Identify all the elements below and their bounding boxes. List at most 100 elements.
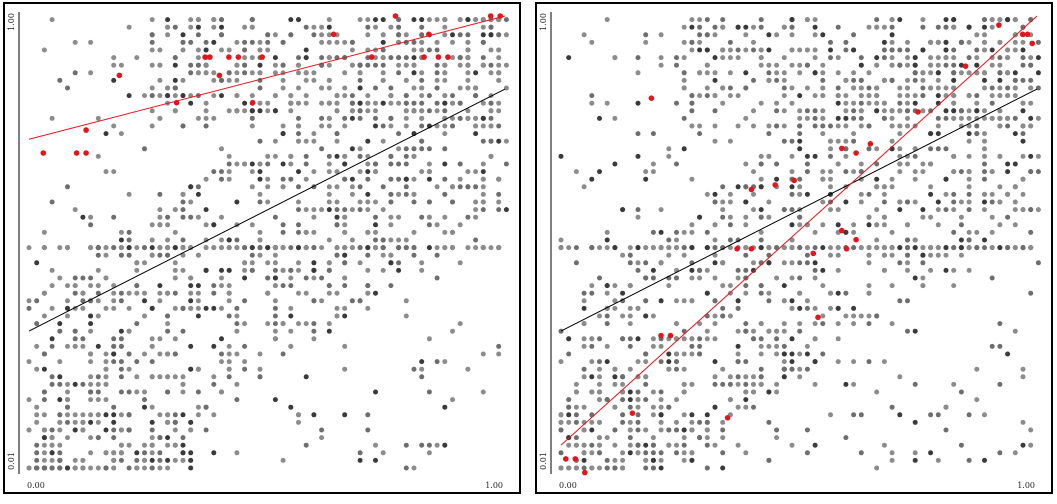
background-point (242, 47, 248, 53)
background-point (434, 275, 440, 281)
background-point (905, 222, 910, 228)
background-point (974, 70, 980, 76)
background-point (758, 207, 764, 213)
background-point (496, 123, 502, 129)
background-point (674, 237, 679, 243)
background-point (997, 62, 1003, 68)
background-point (720, 260, 726, 266)
background-point (95, 252, 101, 258)
background-point (766, 32, 772, 38)
background-point (57, 275, 63, 281)
background-point (589, 465, 595, 471)
background-point (897, 161, 903, 167)
background-point (180, 450, 186, 456)
background-point (704, 336, 710, 342)
background-point (928, 70, 934, 76)
background-point (380, 252, 386, 258)
background-point (804, 191, 810, 197)
background-point (349, 108, 355, 114)
background-point (496, 191, 502, 197)
background-point (704, 427, 710, 433)
background-point (488, 32, 494, 38)
background-point (789, 351, 795, 357)
background-point (72, 457, 78, 463)
background-point (188, 465, 194, 471)
background-point (820, 93, 826, 99)
background-point (974, 366, 980, 372)
background-point (111, 404, 117, 410)
background-point (627, 252, 633, 258)
background-point (165, 374, 171, 380)
background-point (419, 169, 425, 175)
background-point (735, 123, 741, 129)
background-point (704, 191, 710, 197)
background-point (874, 146, 880, 152)
background-point (303, 24, 309, 30)
background-point (226, 359, 232, 365)
background-point (635, 245, 641, 251)
background-point (881, 214, 887, 220)
background-point (558, 419, 564, 425)
background-point (1012, 245, 1018, 251)
background-point (627, 427, 633, 433)
background-point (288, 343, 294, 349)
background-point (157, 336, 163, 342)
background-point (142, 290, 147, 296)
background-point (912, 169, 918, 175)
background-point (1012, 115, 1018, 121)
background-point (835, 252, 841, 258)
background-point (604, 229, 610, 235)
background-point (342, 85, 348, 91)
background-point (326, 283, 332, 289)
background-point (88, 222, 94, 228)
background-point (288, 32, 294, 38)
background-point (319, 39, 325, 45)
background-point (157, 351, 163, 357)
background-point (95, 412, 101, 418)
background-point (342, 366, 348, 372)
background-point (727, 138, 733, 144)
background-point (357, 450, 363, 456)
background-point (165, 24, 171, 30)
background-point (488, 47, 494, 53)
background-point (203, 62, 209, 68)
background-point (735, 328, 741, 334)
background-point (373, 442, 378, 448)
background-point (149, 85, 155, 91)
background-point (712, 374, 718, 380)
background-point (982, 32, 987, 38)
background-point (989, 343, 995, 349)
background-point (272, 245, 278, 251)
background-point (766, 298, 772, 304)
background-point (781, 328, 787, 334)
background-point (188, 24, 194, 30)
background-point (812, 267, 818, 273)
background-point (581, 457, 587, 463)
background-point (419, 366, 425, 372)
highlighted-point (915, 109, 921, 115)
highlighted-point (853, 236, 859, 243)
background-point (666, 427, 672, 433)
background-point (257, 199, 263, 205)
background-point (118, 328, 124, 334)
background-point (257, 366, 263, 372)
background-point (334, 290, 340, 296)
background-point (342, 260, 348, 266)
background-point (943, 55, 949, 61)
background-point (226, 70, 232, 76)
background-point (419, 85, 425, 91)
background-point (80, 290, 86, 296)
background-point (72, 465, 78, 471)
background-point (296, 290, 301, 296)
background-point (966, 39, 972, 45)
background-point (249, 70, 255, 76)
background-point (57, 359, 63, 365)
background-point (426, 245, 432, 251)
background-point (712, 93, 718, 99)
background-point (111, 298, 117, 304)
background-point (820, 62, 826, 68)
background-point (496, 207, 502, 213)
background-point (789, 153, 795, 159)
background-point (789, 85, 795, 91)
background-point (712, 237, 718, 243)
